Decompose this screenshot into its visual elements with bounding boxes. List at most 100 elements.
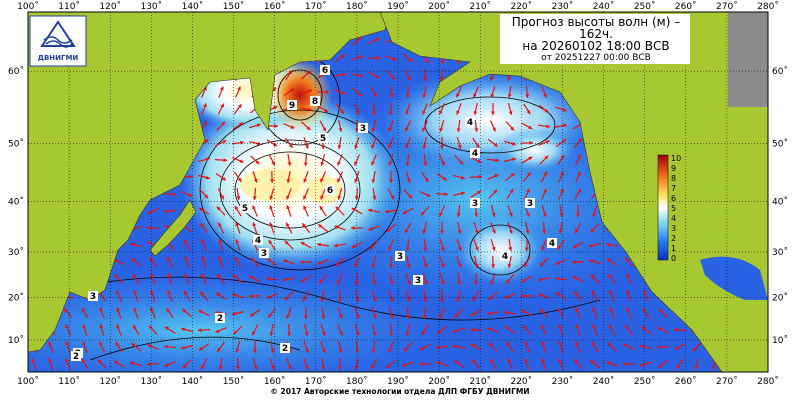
arrow bbox=[574, 154, 582, 166]
arrow-head bbox=[574, 291, 578, 296]
arrow-head bbox=[575, 341, 579, 346]
arrow-head bbox=[542, 230, 547, 234]
arrow-head bbox=[368, 227, 373, 231]
arrow-head bbox=[506, 279, 510, 284]
arrow-head bbox=[455, 313, 459, 318]
arrow bbox=[418, 361, 432, 366]
arrow-head bbox=[474, 264, 479, 268]
arrow-head bbox=[115, 342, 120, 347]
arrow-head bbox=[511, 141, 516, 146]
arrow-head bbox=[130, 361, 135, 366]
arrow bbox=[249, 123, 261, 129]
arrow bbox=[372, 102, 377, 116]
arrow bbox=[300, 89, 312, 95]
arrow bbox=[48, 358, 54, 370]
arrow bbox=[405, 85, 410, 99]
arrow bbox=[164, 360, 176, 368]
arrow-head bbox=[338, 314, 343, 319]
arrow bbox=[435, 192, 449, 197]
arrow bbox=[337, 273, 343, 285]
arrow-head bbox=[439, 77, 444, 81]
arrow-head bbox=[253, 178, 258, 183]
arrow-head bbox=[419, 361, 423, 366]
arrow-head bbox=[354, 178, 358, 183]
lat-label-left: 20˚ bbox=[8, 292, 24, 303]
arrow-head bbox=[607, 342, 612, 347]
arrow-head bbox=[392, 57, 397, 61]
arrow bbox=[367, 56, 381, 60]
arrow bbox=[440, 221, 444, 235]
arrow bbox=[149, 256, 157, 268]
arrow-head bbox=[388, 127, 392, 132]
lon-label-bottom: 160˚ bbox=[264, 376, 286, 387]
arrow bbox=[490, 120, 496, 132]
arrow-head bbox=[544, 155, 549, 160]
arrow-head bbox=[572, 276, 577, 280]
arrow bbox=[368, 37, 380, 45]
arrow-head bbox=[270, 349, 275, 353]
arrow-head bbox=[456, 213, 461, 217]
arrow bbox=[236, 357, 241, 371]
arrow bbox=[624, 324, 634, 336]
arrow-head bbox=[407, 280, 411, 285]
arrow bbox=[218, 239, 224, 251]
arrow bbox=[489, 358, 497, 370]
arrow-head bbox=[307, 89, 312, 94]
arrow bbox=[558, 188, 564, 200]
arrow bbox=[286, 205, 292, 217]
arrow-head bbox=[606, 242, 610, 247]
arrow-head bbox=[578, 138, 582, 143]
arrow-head bbox=[147, 225, 151, 230]
arrow bbox=[65, 324, 71, 336]
arrow-head bbox=[475, 246, 479, 251]
arrow bbox=[525, 85, 530, 99]
arrow-head bbox=[590, 360, 595, 364]
arrow bbox=[338, 119, 343, 133]
arrow bbox=[251, 324, 259, 336]
arrow-head bbox=[375, 38, 380, 42]
arrow bbox=[252, 171, 258, 183]
lat-label-right: 20˚ bbox=[772, 292, 788, 303]
arrow bbox=[606, 258, 618, 266]
arrow bbox=[199, 291, 209, 301]
arrow bbox=[163, 344, 177, 349]
arrow-head bbox=[388, 111, 393, 115]
arrow-head bbox=[300, 278, 305, 283]
arrow-head bbox=[271, 161, 275, 166]
arrow-head bbox=[390, 195, 394, 200]
arrow bbox=[335, 206, 345, 216]
arrow-head bbox=[234, 205, 239, 210]
arrow bbox=[283, 123, 295, 129]
arrow bbox=[301, 70, 311, 80]
arrow-head bbox=[284, 240, 289, 245]
lon-label-bottom: 100˚ bbox=[17, 376, 39, 387]
arrow-head bbox=[458, 246, 462, 251]
arrow bbox=[268, 154, 276, 166]
arrow-head bbox=[491, 264, 496, 268]
arrow bbox=[252, 205, 258, 217]
arrow-head bbox=[303, 205, 307, 210]
arrow bbox=[131, 257, 141, 267]
arrow bbox=[557, 358, 565, 370]
arrow-head bbox=[674, 346, 679, 350]
arrow-head bbox=[198, 310, 203, 314]
arrow-head bbox=[321, 315, 326, 319]
arrow bbox=[389, 170, 393, 184]
arrow bbox=[302, 188, 310, 200]
arrow bbox=[333, 72, 347, 77]
arrow bbox=[575, 171, 581, 183]
arrow-head bbox=[543, 171, 547, 176]
arrow bbox=[320, 171, 326, 183]
arrow bbox=[98, 341, 106, 353]
arrow bbox=[334, 53, 346, 63]
arrow bbox=[388, 120, 394, 132]
arrow-head bbox=[422, 93, 427, 98]
arrow bbox=[97, 359, 107, 369]
lon-label-top: 160˚ bbox=[264, 1, 286, 12]
contour-label: 4 bbox=[472, 149, 478, 159]
arrow-head bbox=[495, 158, 499, 163]
arrow-head bbox=[694, 365, 699, 370]
arrow-head bbox=[490, 76, 494, 81]
arrow-head bbox=[356, 314, 360, 319]
arrow-head bbox=[375, 74, 380, 79]
